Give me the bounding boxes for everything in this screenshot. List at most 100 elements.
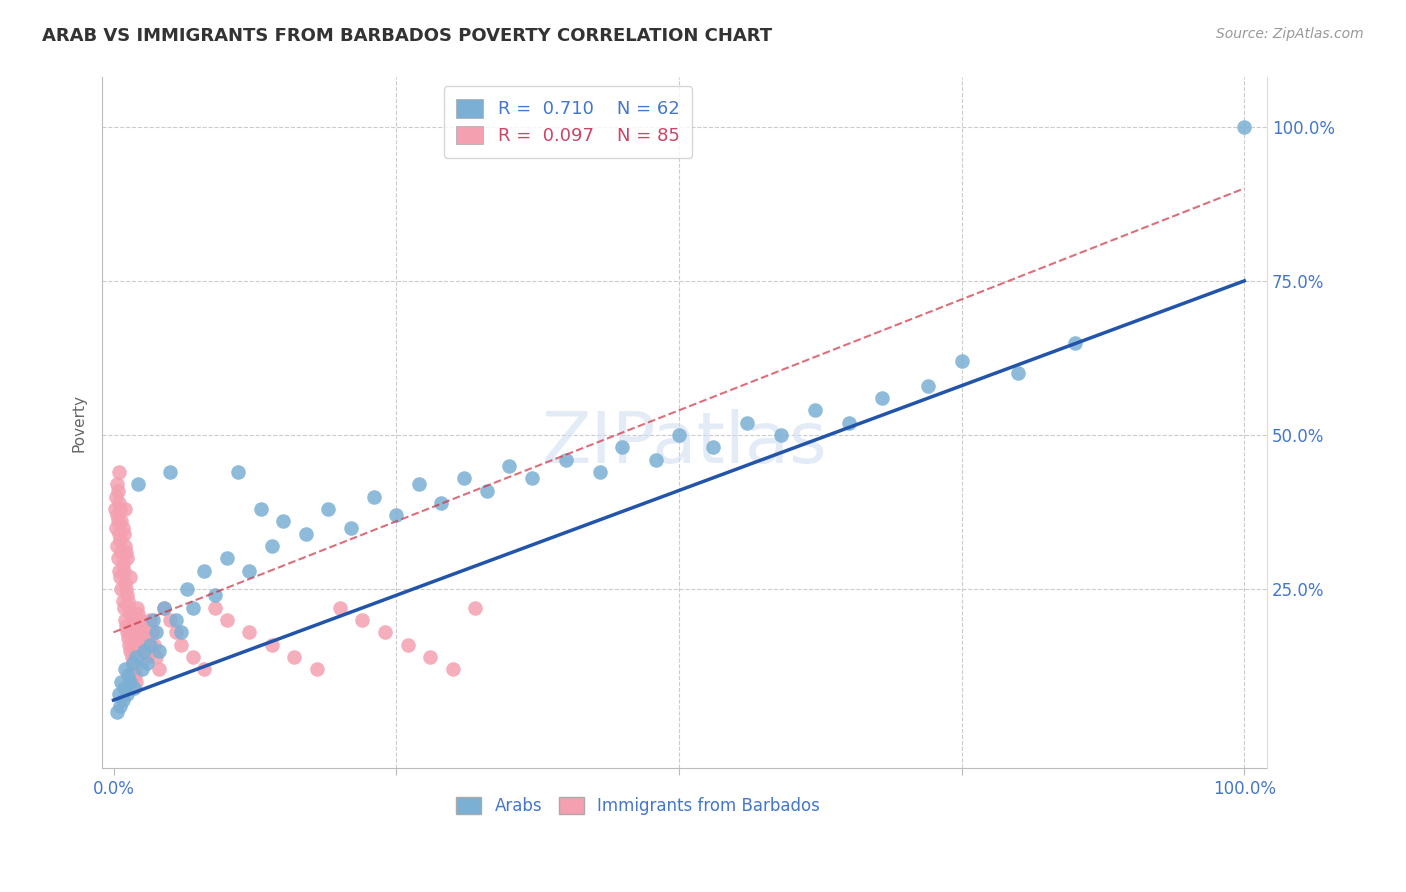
Point bbox=[136, 656, 159, 670]
Point bbox=[138, 638, 160, 652]
Point bbox=[498, 458, 520, 473]
Point bbox=[226, 465, 249, 479]
Point bbox=[114, 502, 136, 516]
Point bbox=[108, 465, 131, 479]
Point bbox=[117, 594, 139, 608]
Point bbox=[110, 502, 132, 516]
Text: Source: ZipAtlas.com: Source: ZipAtlas.com bbox=[1216, 27, 1364, 41]
Point bbox=[294, 526, 316, 541]
Point bbox=[110, 582, 132, 596]
Point bbox=[121, 656, 143, 670]
Point bbox=[108, 496, 131, 510]
Point bbox=[148, 644, 170, 658]
Point bbox=[105, 477, 128, 491]
Point bbox=[110, 545, 132, 559]
Point bbox=[363, 490, 385, 504]
Point bbox=[215, 551, 238, 566]
Point bbox=[143, 638, 166, 652]
Point bbox=[645, 452, 668, 467]
Point bbox=[136, 650, 159, 665]
Point bbox=[554, 452, 576, 467]
Point bbox=[115, 687, 138, 701]
Point bbox=[115, 588, 138, 602]
Point bbox=[318, 502, 340, 516]
Point bbox=[104, 490, 127, 504]
Point bbox=[110, 699, 132, 714]
Point bbox=[121, 613, 143, 627]
Point bbox=[127, 477, 149, 491]
Point bbox=[110, 514, 132, 528]
Point bbox=[352, 613, 374, 627]
Point bbox=[127, 607, 149, 621]
Point bbox=[170, 638, 193, 652]
Point bbox=[769, 428, 792, 442]
Point bbox=[125, 638, 148, 652]
Point bbox=[112, 600, 135, 615]
Point bbox=[430, 496, 453, 510]
Point bbox=[117, 632, 139, 646]
Point bbox=[132, 632, 155, 646]
Point bbox=[145, 625, 167, 640]
Point bbox=[589, 465, 612, 479]
Point bbox=[520, 471, 543, 485]
Point bbox=[260, 539, 283, 553]
Point bbox=[193, 662, 215, 676]
Point bbox=[112, 526, 135, 541]
Point bbox=[115, 582, 138, 596]
Point bbox=[117, 668, 139, 682]
Point bbox=[153, 600, 176, 615]
Legend: Arabs, Immigrants from Barbados: Arabs, Immigrants from Barbados bbox=[456, 797, 820, 815]
Point bbox=[111, 594, 134, 608]
Point bbox=[165, 625, 187, 640]
Point bbox=[112, 681, 135, 695]
Point bbox=[159, 465, 181, 479]
Point bbox=[215, 613, 238, 627]
Point bbox=[121, 619, 143, 633]
Point bbox=[110, 533, 132, 547]
Point bbox=[271, 514, 294, 528]
Point bbox=[115, 551, 138, 566]
Text: ARAB VS IMMIGRANTS FROM BARBADOS POVERTY CORRELATION CHART: ARAB VS IMMIGRANTS FROM BARBADOS POVERTY… bbox=[42, 27, 772, 45]
Point bbox=[105, 508, 128, 523]
Point bbox=[108, 564, 131, 578]
Point bbox=[112, 564, 135, 578]
Point bbox=[115, 625, 138, 640]
Point bbox=[114, 576, 136, 591]
Point bbox=[118, 600, 141, 615]
Point bbox=[131, 625, 153, 640]
Y-axis label: Poverty: Poverty bbox=[72, 393, 86, 451]
Point bbox=[396, 638, 419, 652]
Point bbox=[181, 600, 204, 615]
Point bbox=[105, 539, 128, 553]
Point bbox=[129, 619, 152, 633]
Point bbox=[107, 483, 129, 498]
Point bbox=[307, 662, 329, 676]
Point bbox=[111, 520, 134, 534]
Point bbox=[374, 625, 396, 640]
Point bbox=[464, 600, 486, 615]
Point bbox=[115, 545, 138, 559]
Point bbox=[176, 582, 198, 596]
Point bbox=[104, 502, 127, 516]
Point bbox=[170, 625, 193, 640]
Point bbox=[121, 650, 143, 665]
Point bbox=[104, 520, 127, 534]
Point bbox=[108, 526, 131, 541]
Point bbox=[385, 508, 408, 523]
Point bbox=[204, 600, 226, 615]
Point bbox=[837, 416, 859, 430]
Point bbox=[1007, 367, 1029, 381]
Point bbox=[181, 650, 204, 665]
Point bbox=[120, 607, 142, 621]
Point bbox=[110, 570, 132, 584]
Point bbox=[204, 588, 226, 602]
Point bbox=[249, 502, 271, 516]
Point bbox=[803, 403, 825, 417]
Point bbox=[419, 650, 441, 665]
Point bbox=[735, 416, 758, 430]
Point bbox=[329, 600, 352, 615]
Point bbox=[238, 564, 260, 578]
Point bbox=[122, 625, 145, 640]
Point bbox=[1063, 335, 1085, 350]
Point bbox=[1233, 120, 1256, 134]
